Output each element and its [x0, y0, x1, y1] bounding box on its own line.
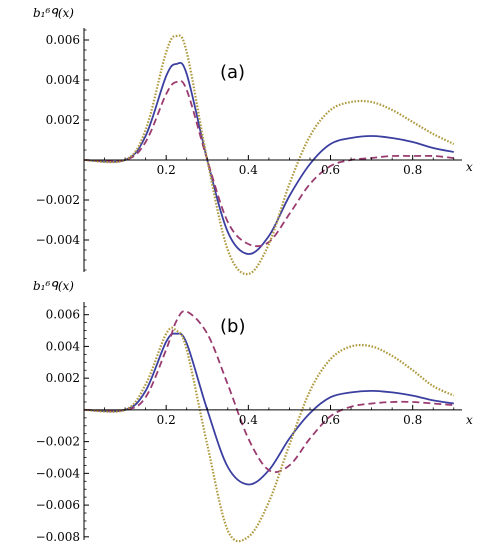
- y-tick-label: 0.004: [46, 339, 81, 353]
- y-tick-label: −0.006: [36, 498, 80, 512]
- series-line-dotted: [83, 326, 455, 543]
- series-line-dashed: [83, 310, 454, 473]
- x-tick-label: 0.2: [157, 413, 176, 427]
- x-axis-label: x: [466, 160, 473, 174]
- x-tick-label: 0.6: [321, 163, 340, 177]
- panel-a: b₁⁶ᑫ(x) x (a) 0.2 0.4 0.6 0.8 −0.004 −0.002 0.…: [33, 6, 473, 276]
- y-axis-label: b₁⁶ᑫ(x): [33, 6, 74, 20]
- x-tick-label: 0.4: [239, 163, 258, 177]
- y-tick-label: 0.004: [46, 73, 81, 87]
- y-axis-label: b₁⁶ᑫ(x): [33, 279, 74, 293]
- panel-b: b₁⁶ᑫ(x) x (b) 0.2 0.4 0.6 0.8 −0.008 −0.006 −0…: [33, 279, 473, 544]
- y-tick-label: −0.008: [36, 530, 80, 544]
- x-tick-label: 0.6: [321, 413, 340, 427]
- x-tick-label: 0.8: [403, 413, 422, 427]
- y-tick-label: 0.006: [46, 33, 80, 47]
- panel-label: (b): [220, 316, 245, 337]
- series-line-solid: [83, 61, 454, 255]
- x-tick-label: 0.4: [239, 413, 258, 427]
- y-tick-label: 0.006: [46, 308, 80, 322]
- y-tick-label: −0.004: [36, 466, 81, 480]
- x-axis-label: x: [466, 413, 473, 427]
- y-tick-label: −0.004: [36, 233, 81, 247]
- x-tick-label: 0.8: [403, 163, 422, 177]
- series-line-dashed: [83, 79, 454, 248]
- y-tick-label: −0.002: [36, 193, 80, 207]
- y-tick-label: −0.002: [36, 435, 80, 449]
- y-tick-label: 0.002: [46, 113, 80, 127]
- series-line-dotted: [83, 34, 455, 276]
- panel-label: (a): [220, 62, 245, 83]
- x-tick-label: 0.2: [157, 163, 176, 177]
- y-tick-label: 0.002: [46, 371, 80, 385]
